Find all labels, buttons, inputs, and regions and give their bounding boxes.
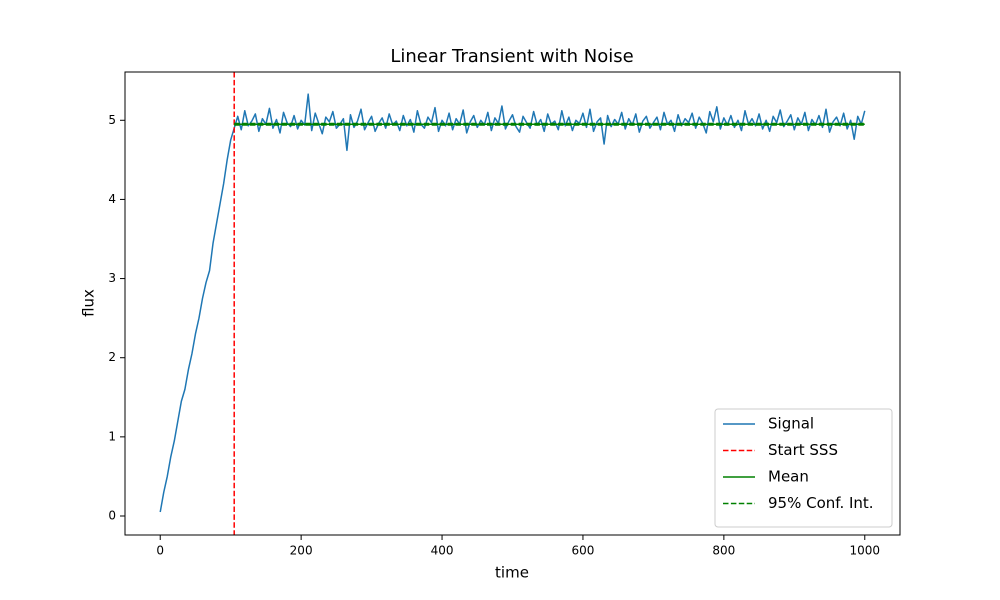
x-tick-label: 400: [431, 544, 454, 558]
legend: Signal Start SSS Mean 95% Conf. Int.: [714, 408, 893, 528]
x-tick-label: 1000: [849, 544, 880, 558]
x-tick-label: 0: [156, 544, 164, 558]
plot-area: [159, 72, 866, 535]
y-tick-label: 3: [108, 271, 116, 285]
x-axis-label: time: [495, 564, 529, 582]
y-tick-label: 2: [108, 350, 116, 364]
y-tick-label: 0: [108, 509, 116, 523]
series-line: [234, 122, 865, 126]
legend-label: Start SSS: [768, 441, 838, 459]
legend-label: Signal: [768, 415, 814, 433]
x-tick-label: 600: [572, 544, 595, 558]
y-tick-label: 5: [108, 113, 116, 127]
legend-box: [714, 408, 893, 528]
y-axis-label: flux: [80, 289, 98, 317]
x-tick-label: 800: [712, 544, 735, 558]
chart-title: Linear Transient with Noise: [390, 46, 633, 67]
y-tick-label: 1: [108, 429, 116, 443]
x-tick-label: 200: [290, 544, 313, 558]
y-tick-label: 4: [108, 192, 116, 206]
axes-frame: [124, 71, 901, 536]
legend-label: Mean: [768, 468, 809, 486]
legend-label: 95% Conf. Int.: [768, 494, 874, 512]
